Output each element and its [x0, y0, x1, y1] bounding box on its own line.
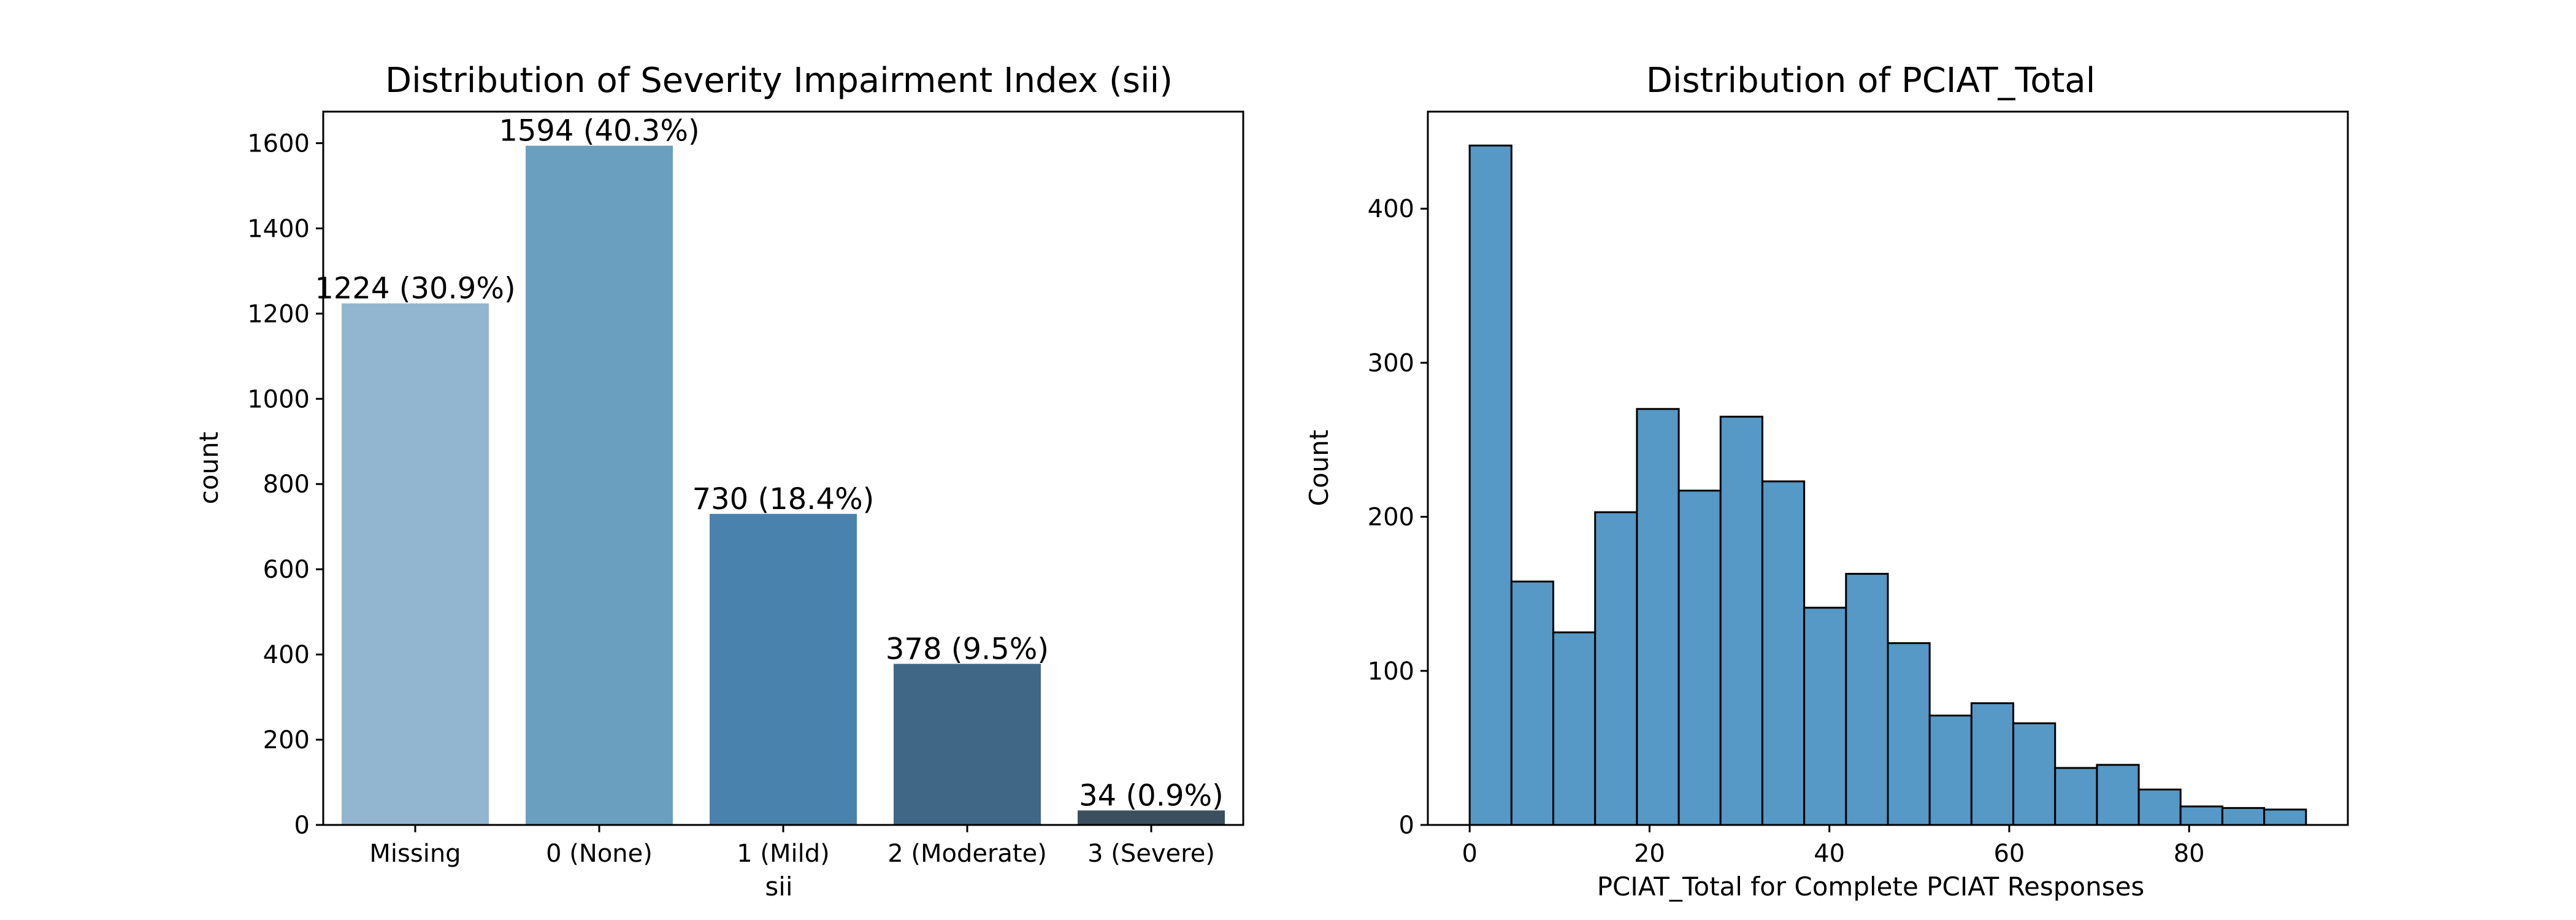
bar: [710, 513, 857, 825]
histogram-bar: [2054, 767, 2098, 826]
right-axes-frame: [1427, 110, 2349, 826]
histogram-bar: [1928, 715, 1972, 826]
x-tick-label: 0 (None): [546, 840, 653, 868]
histogram-bar: [1552, 631, 1597, 826]
histogram-bar: [1803, 607, 1847, 826]
histogram-bar: [1970, 702, 2015, 826]
y-tick-label: 0: [1399, 811, 1414, 840]
left-axes-frame: [322, 110, 1244, 826]
right-y-ticks: 0 100 200 300 400: [1368, 195, 1428, 840]
right-y-axis-label: Count: [1304, 430, 1334, 507]
x-tick-label: 0: [1462, 840, 1477, 868]
bar: [526, 145, 673, 825]
histogram-bar: [2221, 807, 2266, 826]
bar: [1078, 810, 1225, 825]
histogram-bar: [1636, 408, 1680, 826]
y-tick-label: 200: [1368, 504, 1414, 532]
left-x-ticks: Missing 0 (None) 1 (Mild) 2 (Moderate) 3 (Se…: [369, 825, 1215, 868]
left-y-ticks: 0 200 400 600 800 1000 1200 1400 1600: [247, 129, 323, 840]
x-tick-label: 60: [1993, 840, 2025, 868]
histogram-bar: [2137, 788, 2182, 826]
y-tick-label: 1000: [247, 385, 310, 413]
data-label: 34 (0.9%): [1079, 778, 1224, 813]
right-x-ticks: 0 20 40 60 80: [1462, 825, 2205, 868]
sii-bar-chart: Distribution of Severity Impairment Inde…: [194, 61, 1244, 902]
left-y-axis-label: count: [194, 432, 224, 505]
histogram-bar: [1887, 642, 1931, 826]
x-tick-label: 1 (Mild): [737, 840, 830, 868]
histogram-bar: [1719, 415, 1763, 826]
histogram-bar: [2012, 722, 2057, 826]
histogram-bar: [2096, 764, 2140, 826]
histogram-bar: [2179, 805, 2223, 826]
right-x-axis-label: PCIAT_Total for Complete PCIAT Responses: [1597, 872, 2145, 902]
y-tick-label: 0: [294, 811, 310, 840]
y-tick-label: 800: [263, 470, 310, 499]
x-tick-label: 3 (Severe): [1087, 840, 1215, 868]
y-tick-label: 600: [263, 556, 310, 584]
y-tick-label: 1600: [247, 129, 310, 158]
histogram-bar: [1845, 573, 1889, 826]
histogram-bar: [1510, 580, 1555, 826]
bar: [894, 664, 1041, 825]
y-tick-label: 300: [1368, 349, 1414, 377]
y-tick-label: 1200: [247, 300, 310, 328]
pciat-histogram: Distribution of PCIAT_Total 010020030040…: [1304, 61, 2349, 902]
histogram-bar: [2263, 808, 2307, 826]
left-chart-title: Distribution of Severity Impairment Inde…: [385, 61, 1173, 101]
histogram-bar: [1468, 144, 1512, 826]
right-bars: [1468, 144, 2307, 826]
histogram-bar: [1677, 489, 1722, 826]
y-tick-label: 400: [263, 641, 310, 669]
x-tick-label: 40: [1814, 840, 1845, 868]
right-chart-title: Distribution of PCIAT_Total: [1646, 61, 2096, 101]
x-tick-label: 2 (Moderate): [887, 840, 1047, 868]
data-label: 730 (18.4%): [692, 482, 875, 516]
x-tick-label: 80: [2174, 840, 2205, 868]
data-label: 378 (9.5%): [886, 632, 1049, 666]
histogram-bar: [1594, 511, 1638, 826]
y-tick-label: 200: [263, 726, 310, 754]
y-tick-label: 1400: [247, 215, 310, 243]
x-tick-label: 20: [1634, 840, 1665, 868]
left-data-labels: 1224 (30.9%) 1594 (40.3%) 730 (18.4%) 378 (…: [315, 114, 1224, 813]
histogram-bar: [1761, 480, 1806, 826]
data-label: 1224 (30.9%): [315, 272, 515, 306]
y-tick-label: 400: [1368, 195, 1414, 223]
y-tick-label: 100: [1368, 657, 1414, 686]
bar: [342, 303, 489, 825]
data-label: 1594 (40.3%): [499, 114, 699, 148]
left-bars: [342, 145, 1225, 825]
x-tick-label: Missing: [369, 840, 461, 868]
left-x-axis-label: sii: [765, 872, 792, 902]
